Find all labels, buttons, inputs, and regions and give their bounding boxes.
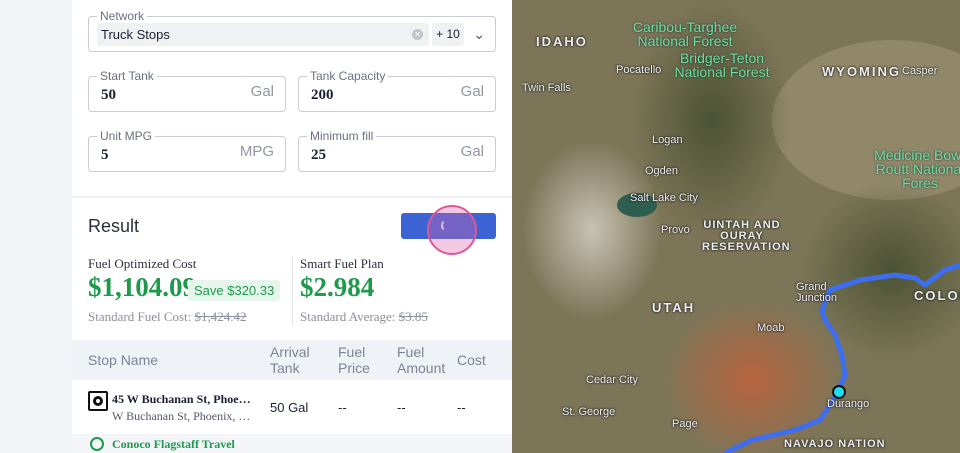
standard-average-value: $3.85 <box>398 309 428 324</box>
fuel-station-icon <box>90 437 104 451</box>
tank-capacity-input[interactable]: 200 <box>311 87 334 103</box>
map-label: Logan <box>652 134 683 146</box>
standard-fuel-cost: Standard Fuel Cost: $1,424.42 <box>88 309 247 325</box>
map-label: Moab <box>757 322 785 334</box>
unit-mpg-label: Unit MPG <box>97 129 156 143</box>
minimum-fill-input[interactable]: 25 <box>311 147 326 163</box>
start-tank-input[interactable]: 50 <box>101 87 116 103</box>
map-label: Caribou-Targhee National Forest <box>632 19 738 49</box>
minimum-fill-field[interactable]: Minimum fill 25 Gal <box>298 129 496 172</box>
arrival-tank: 50 Gal <box>270 400 309 415</box>
unit-label: Gal <box>460 83 484 100</box>
map-label: Provo <box>661 224 690 236</box>
stop-name: Conoco Flagstaff Travel <box>112 437 235 451</box>
map-label: COLOR <box>914 288 960 303</box>
minimum-fill-label: Minimum fill <box>307 129 377 143</box>
chevron-down-icon[interactable]: ⌄ <box>473 26 485 42</box>
unit-mpg-field[interactable]: Unit MPG 5 MPG <box>88 129 286 172</box>
network-label: Network <box>97 9 148 23</box>
map-label: UTAH <box>652 300 696 315</box>
map-label: Medicine Bow-Routt National Fores <box>874 147 960 191</box>
cost: -- <box>457 400 466 415</box>
col-arrival-tank: Arrival Tank <box>270 344 310 376</box>
standard-average-label: Standard Average: <box>300 309 396 324</box>
stop-name: 45 W Buchanan St, Phoe… <box>112 392 251 406</box>
route-planner-panel: Network Truck Stops ✕ + 10 ⌄ Start Tank 5… <box>72 0 512 453</box>
map-label: WYOMING <box>822 64 901 79</box>
map-label: St. George <box>562 406 616 418</box>
col-fuel-price: Fuel Price <box>338 344 370 376</box>
map-label: NAVAJO NATION <box>784 438 886 450</box>
col-fuel-amount: Fuel Amount <box>397 344 446 376</box>
map-label: Durango <box>827 398 870 410</box>
map-label: Cedar City <box>586 374 638 386</box>
col-cost: Cost <box>457 352 486 368</box>
tank-capacity-label: Tank Capacity <box>307 69 389 83</box>
result-title: Result <box>88 216 140 236</box>
route-line <box>723 262 960 453</box>
unit-mpg-input[interactable]: 5 <box>101 147 109 163</box>
table-header: Stop Name Arrival Tank Fuel Price Fuel A… <box>72 340 512 380</box>
map-label: Ogden <box>645 165 679 177</box>
satellite-terrain <box>512 0 960 453</box>
divider <box>72 196 512 198</box>
optimized-cost-label: Fuel Optimized Cost <box>88 256 197 271</box>
network-select[interactable]: Network Truck Stops ✕ + 10 ⌄ <box>88 9 496 52</box>
table-row[interactable]: 45 W Buchanan St, Phoe… W Buchanan St, P… <box>72 380 512 434</box>
stop-address: W Buchanan St, Phoenix, … <box>112 409 251 423</box>
map-view[interactable]: IDAHO WYOMING UTAH COLOR Caribou-Targhee… <box>512 0 960 453</box>
fuel-amount: -- <box>397 400 406 415</box>
optimized-cost-value: $1,104.09 <box>88 272 196 302</box>
standard-cost-value: $1,424.42 <box>194 309 247 324</box>
click-ripple <box>427 205 477 255</box>
standard-cost-label: Standard Fuel Cost: <box>88 309 192 324</box>
unit-label: Gal <box>250 83 274 100</box>
start-tank-label: Start Tank <box>97 69 157 83</box>
map-label: Pocatello <box>616 64 662 76</box>
stop-marker-icon <box>88 391 108 411</box>
chip-label: Truck Stops <box>101 27 170 42</box>
map-label: UINTAH AND OURAY RESERVATION <box>702 219 791 253</box>
tank-capacity-field[interactable]: Tank Capacity 200 Gal <box>298 69 496 112</box>
network-chip: Truck Stops ✕ <box>97 23 429 46</box>
standard-average: Standard Average: $3.85 <box>300 309 428 325</box>
map-label: Casper <box>902 65 938 77</box>
table-row[interactable]: Conoco Flagstaff Travel <box>72 434 512 453</box>
map-label: Bridger-Teton National Forest <box>674 50 770 80</box>
start-tank-field[interactable]: Start Tank 50 Gal <box>88 69 286 112</box>
fuel-price: -- <box>338 400 347 415</box>
more-count-badge: + 10 <box>432 23 464 46</box>
current-location-marker <box>832 385 846 399</box>
savings-badge: Save $320.33 <box>188 280 281 301</box>
map-label: Grand Junction <box>796 281 837 304</box>
map-label: IDAHO <box>536 34 588 49</box>
map-label: Page <box>672 418 698 430</box>
smart-plan-label: Smart Fuel Plan <box>300 256 384 271</box>
map-label: Salt Lake City <box>630 192 698 204</box>
divider <box>292 256 293 326</box>
map-label: Twin Falls <box>522 82 571 94</box>
clear-chip-icon[interactable]: ✕ <box>412 29 423 40</box>
col-stop-name: Stop Name <box>88 352 159 368</box>
unit-label: Gal <box>460 143 484 160</box>
smart-plan-value: $2.984 <box>300 272 375 302</box>
unit-label: MPG <box>239 143 274 160</box>
